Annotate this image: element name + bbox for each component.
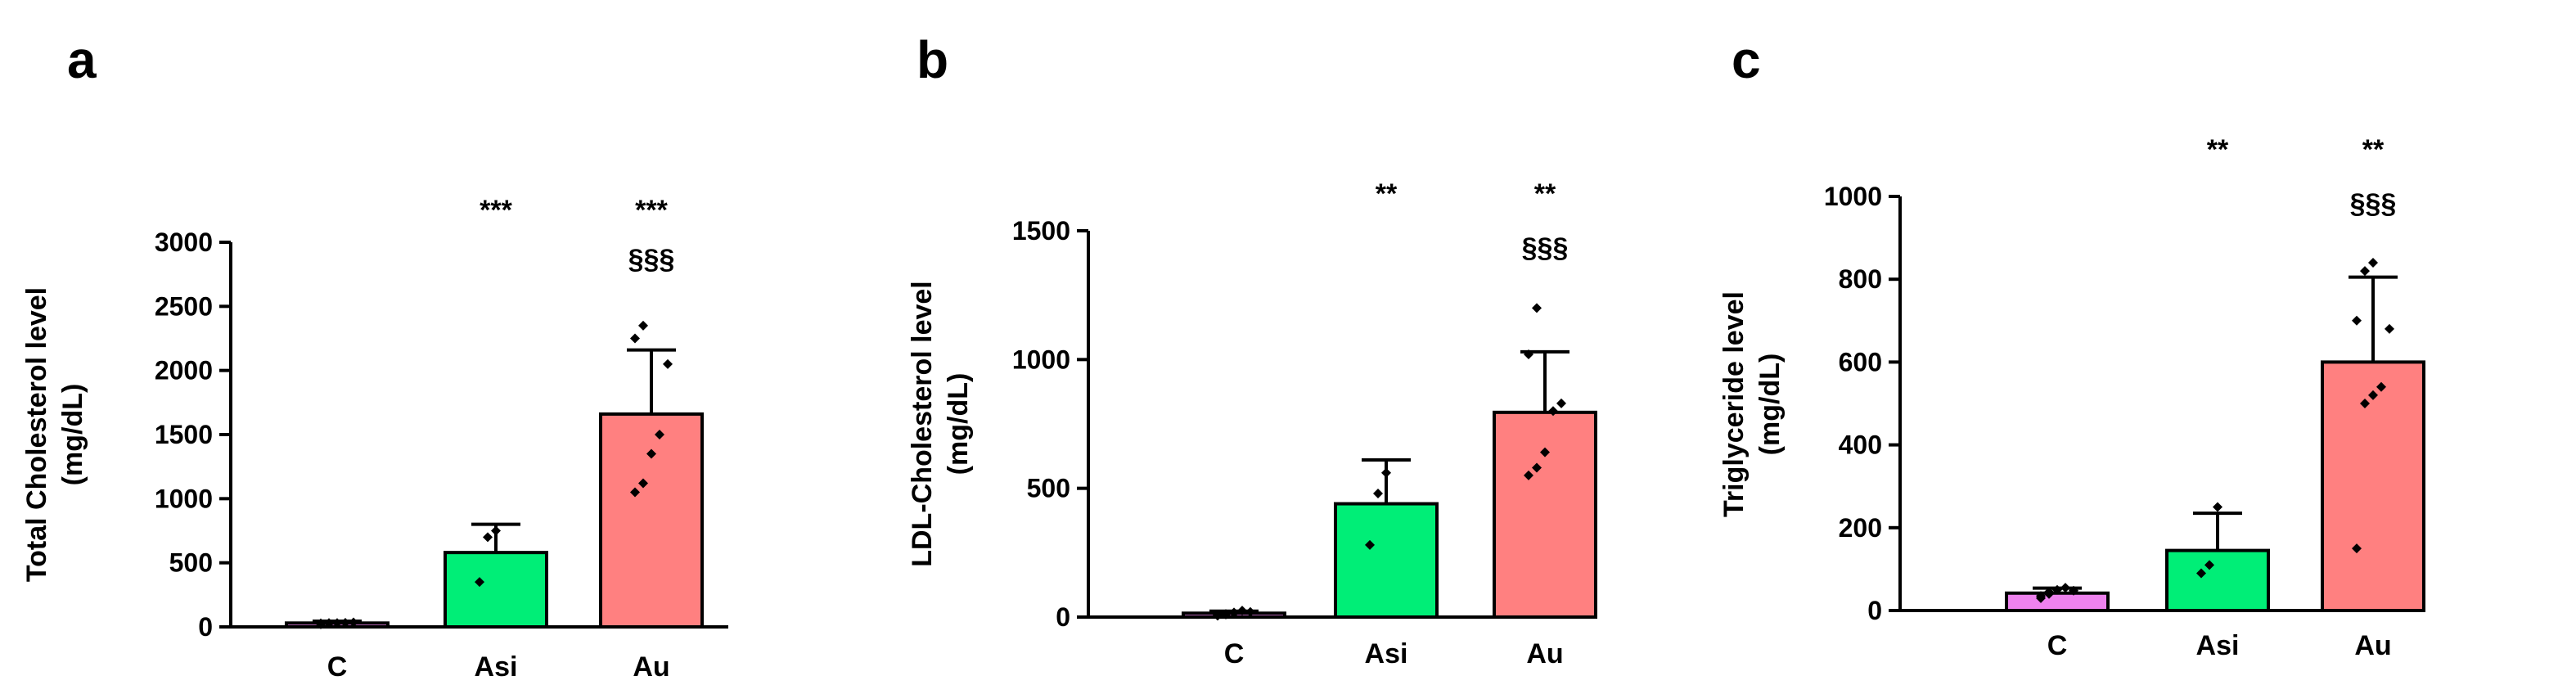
y-tick-label: 2000 [155,356,213,385]
category-label: Asi [475,651,518,683]
y-tick-label: 200 [1839,513,1882,543]
data-point [2036,591,2046,602]
y-tick-label: 500 [1027,474,1070,503]
data-point [1540,447,1550,457]
category-label: C [327,651,348,683]
data-point [1229,607,1239,618]
category-label: Au [633,651,669,683]
data-point [2196,568,2206,579]
data-point [1373,488,1383,498]
data-point [475,577,484,588]
significance-label: *** [635,195,668,226]
significance-label: §§§ [2350,188,2397,219]
bar-C [2005,591,2110,612]
y-tick-label: 1000 [1824,182,1882,211]
data-point [638,320,648,331]
y-tick-label: 1000 [1012,345,1070,374]
data-point [2352,315,2362,326]
data-point [655,430,664,439]
y-tick-label: 800 [1839,264,1882,294]
chart-panel-b: b LDL-Cholesterol level (mg/dL) C Asi ** Au ** §… [907,30,1597,669]
y-tick-label: 1500 [1012,216,1070,246]
bar-Au [599,412,704,629]
data-point [2052,584,2062,595]
y-axis-title: Total Cholesterol level [21,287,52,582]
y-axis-title: LDL-Cholesterol level [907,281,938,567]
category-label: C [2047,630,2068,661]
significance-label: ** [2207,134,2229,165]
data-point [491,525,501,536]
panel-letter: a [67,30,97,89]
significance-label: *** [480,195,512,226]
data-point [2204,560,2214,570]
y-tick-label: 0 [198,612,213,642]
data-point [646,448,656,459]
y-axis-unit: (mg/dL) [57,384,88,486]
bar-Asi [444,551,548,629]
y-tick-label: 600 [1839,347,1882,376]
panel-letter: c [1732,30,1761,89]
data-point [340,617,350,628]
data-point [2368,257,2378,268]
significance-label: §§§ [1522,232,1569,264]
bar-Asi [1334,502,1439,620]
data-point [1237,606,1247,616]
y-tick-label: 400 [1839,430,1882,460]
panel-letter: b [916,30,948,89]
data-point [2360,399,2370,408]
data-point [2385,323,2394,334]
data-point [1532,303,1542,313]
y-tick-label: 2500 [155,291,213,321]
y-axis-unit: (mg/dL) [1754,354,1786,456]
bar-Au [1493,410,1597,619]
data-point [1365,539,1375,550]
y-tick-label: 500 [169,548,213,578]
data-point [1548,406,1558,417]
y-tick-label: 3000 [155,228,213,257]
category-label: Au [1526,638,1563,669]
data-point [1245,606,1255,617]
data-point [2044,587,2054,597]
data-point [2360,266,2370,277]
bar-Asi [2165,548,2270,613]
data-point [2376,381,2386,392]
data-point [2060,583,2070,593]
y-tick-label: 1500 [155,420,213,449]
data-point [349,617,358,628]
data-point [1381,467,1391,478]
data-point [2213,502,2222,512]
data-point [2352,543,2362,554]
y-axis-unit: (mg/dL) [943,373,974,475]
significance-label: §§§ [628,244,675,275]
data-point [2069,585,2078,596]
data-point [630,333,640,344]
y-axis-title: Triglyceride level [1718,291,1750,517]
category-label: Asi [2196,630,2240,661]
significance-label: ** [2362,134,2385,165]
data-point [1532,462,1542,473]
category-label: Au [2354,630,2391,661]
data-point [1524,349,1533,360]
y-tick-label: 0 [1056,602,1070,632]
category-label: C [1224,638,1245,669]
data-point [483,532,493,543]
significance-label: ** [1376,178,1398,210]
data-point [1556,398,1566,408]
y-tick-label: 0 [1867,596,1882,625]
category-label: Asi [1365,638,1408,669]
data-point [2368,390,2378,400]
y-tick-label: 1000 [155,484,213,513]
data-point [630,487,640,498]
data-point [638,478,648,489]
significance-label: ** [1534,178,1556,210]
data-point [663,358,673,369]
data-point [1524,470,1533,480]
chart-panel-a: a Total Cholesterol level (mg/dL) C Asi *** Au… [21,30,728,683]
chart-panel-c: c Triglyceride level (mg/dL) C Asi ** Au ** §§§ 0… [1718,30,2425,661]
